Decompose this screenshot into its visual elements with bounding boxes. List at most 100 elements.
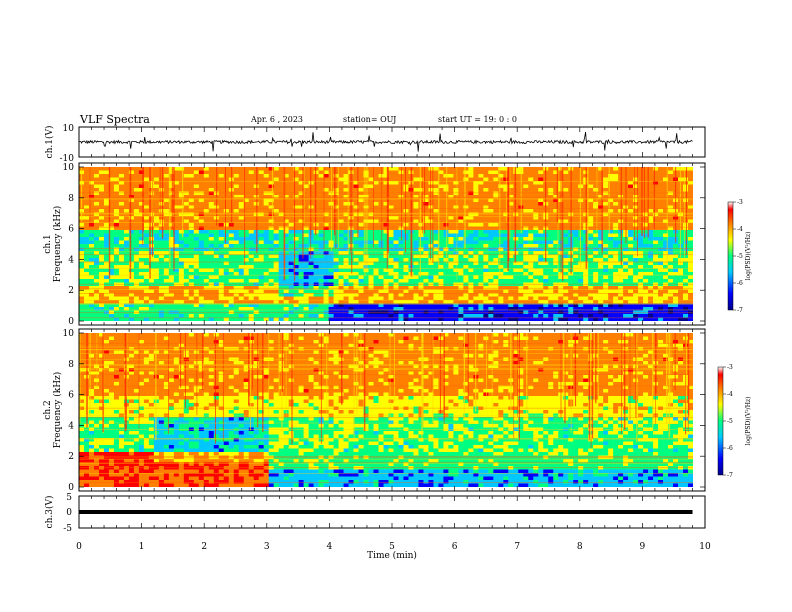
spec1-cell [193,188,200,192]
spec1-cell [503,223,509,227]
spec1-cell [648,177,654,182]
spec1-cell [673,293,679,297]
spec1-cell [443,289,449,294]
spec1-cell [538,170,544,175]
spec1-cell [93,170,100,175]
spec1-cell [193,167,200,171]
spec1-cell [533,226,539,231]
spec1-cell [248,303,255,308]
spec1-cell [538,230,544,234]
spec1-cell [198,289,205,294]
spec1-cell [528,272,534,276]
spec1-cell [168,184,175,189]
spec1-cell [353,181,359,185]
spec1-cell [258,247,264,252]
spec1-cell [183,293,190,297]
spec1-cell [473,188,479,192]
spec1-cell [148,226,155,231]
spec1-cell [413,184,419,189]
spec1-cell [128,268,135,273]
spec1-cell [148,184,155,189]
spec1-cell [283,237,289,241]
spec1-cell [378,216,384,220]
date-label: Apr. 6 , 2023 [250,115,303,124]
spec1-cell [598,300,604,304]
spec1-cell [293,272,299,276]
spec1-cell [128,244,135,248]
spec1-cell [423,191,429,196]
spec1-cell [423,265,429,269]
spec1-cell [238,293,245,297]
spec1-cell [408,293,414,297]
spec1-cell [613,254,619,259]
spec1-cell [413,237,419,241]
spec1-cell [493,279,499,283]
spec1-cell [103,184,110,189]
spec1-cell [363,170,369,175]
spec1-cell [453,272,459,276]
spec1-cell [83,181,90,185]
spec1-cell [353,279,359,283]
spec1-cell [488,216,494,220]
spec1-cell [658,191,664,196]
spec1-cell [218,300,225,304]
spec1-cell [653,170,659,175]
spec1-cell [243,265,250,269]
spec1-cell [198,233,205,238]
spec1-cell [643,265,649,269]
spec1-cell [123,184,130,189]
spec1-cell [638,170,644,175]
spec1-cell [258,177,264,182]
spec1-cell [148,198,155,203]
spec1-cell [443,205,449,210]
spec1-cell [93,226,100,231]
spec1-cell [323,223,329,227]
spec1-cell [113,300,120,304]
spec1-cell [548,226,554,231]
spec1-cell [108,258,115,262]
spec1-cell [353,226,359,231]
spec1-cell [218,258,225,262]
spec1-cell [278,184,284,189]
spec1-cell [608,254,614,259]
spec1-cell [288,293,294,297]
spec1-cell [223,289,230,294]
spec1-cell [258,272,264,276]
spec1-cell [593,167,599,171]
spec1-cell [463,258,469,262]
spec1-cell [178,265,185,269]
spec1-cell [573,247,579,252]
spec1-cell [463,174,469,178]
spec1-cell [393,216,399,220]
spec1-cell [358,289,364,294]
spec1-cell [403,272,409,276]
spec1-cell [688,279,693,283]
spec1-cell [198,181,205,185]
spec1-cell [398,258,404,262]
spec1-cell [383,279,389,283]
spec1-cell [508,251,514,255]
spec1-cell [663,209,669,213]
spec1-cell [168,181,175,185]
spec1-cell [683,184,689,189]
spec1-cell [203,170,210,175]
spec1-cell [298,191,304,196]
spec1-cell [433,202,439,206]
spec1-cell [183,254,190,259]
spec1-cell [463,230,469,234]
spec1-cell [588,181,594,185]
spec1-cell [398,170,404,175]
spec1-cell [133,170,140,175]
spec1-cell [608,170,614,175]
spec1-cell [653,265,659,269]
spec1-cell [573,181,579,185]
spec1-cell [298,275,304,280]
spec1-cell [263,226,269,231]
spec1-cell [228,254,235,259]
spec1-cell [183,184,190,189]
spec1-cell [563,251,569,255]
spec1-cell [383,293,389,297]
spec1-cell [143,251,150,255]
spec1-cell [423,170,429,175]
spec1-cell [233,233,240,238]
